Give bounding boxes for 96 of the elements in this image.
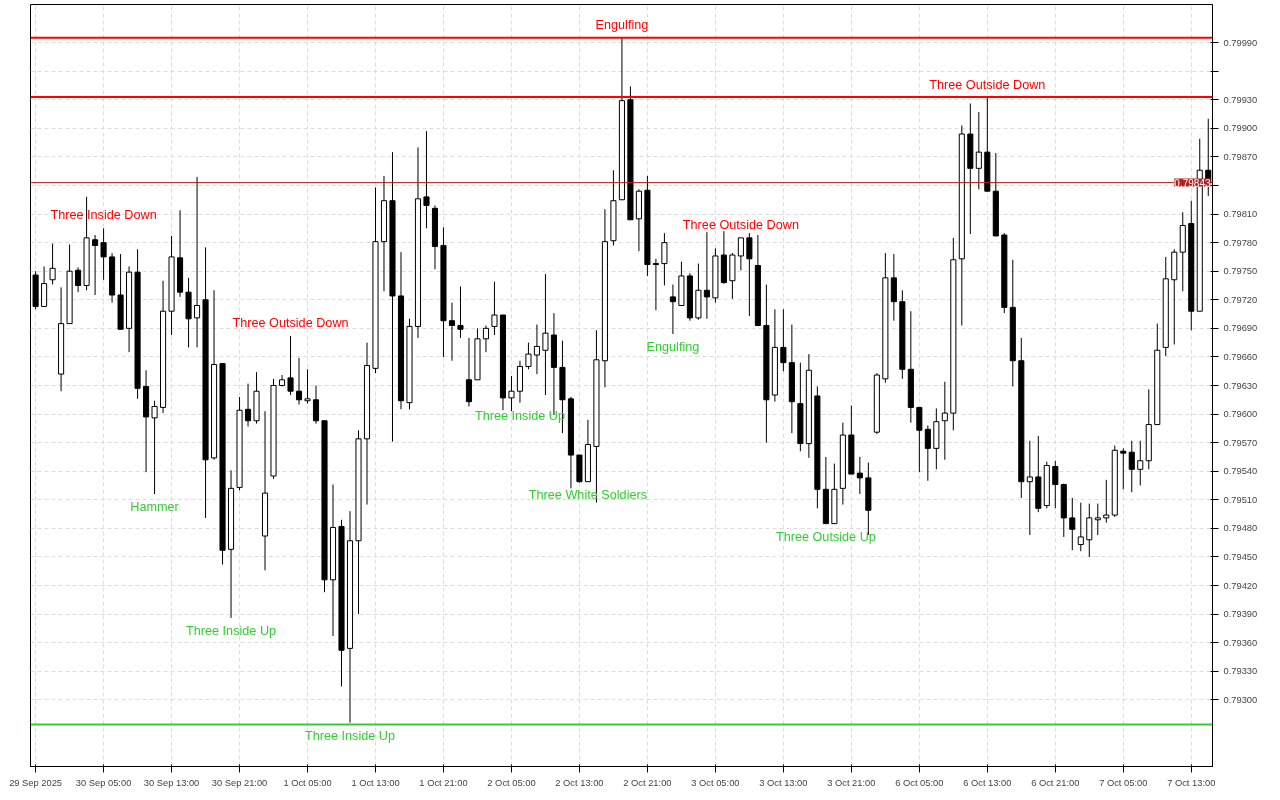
candlestick <box>669 284 676 335</box>
x-tick-label: 2 Oct 05:00 <box>487 777 536 788</box>
annotation: Three Outside Down <box>682 217 799 232</box>
candlestick <box>941 381 948 461</box>
candlestick <box>703 231 710 320</box>
y-tick-label: 0.79990 <box>1223 37 1258 48</box>
x-tick-label: 1 Oct 13:00 <box>351 777 400 788</box>
candlestick <box>916 406 923 473</box>
candlestick <box>1086 503 1093 558</box>
y-tick-label: 0.79720 <box>1223 294 1258 305</box>
y-tick-label: 0.79930 <box>1223 94 1258 105</box>
x-tick-label: 7 Oct 13:00 <box>1167 777 1216 788</box>
x-tick-label: 30 Sep 21:00 <box>211 777 268 788</box>
y-tick-label: 0.79630 <box>1223 380 1258 391</box>
annotation: Three Outside Down <box>232 315 349 330</box>
candlestick <box>448 302 456 362</box>
candlestick <box>1094 503 1101 536</box>
x-tick-label: 30 Sep 05:00 <box>75 777 132 788</box>
x-tick-label: 6 Oct 13:00 <box>963 777 1012 788</box>
candlestick <box>287 335 294 396</box>
candlestick <box>746 232 753 317</box>
candlestick <box>49 243 56 286</box>
x-tick-label: 29 Sep 2025 <box>9 777 63 788</box>
annotation: Engulfing <box>646 340 700 355</box>
x-tick-label: 6 Oct 05:00 <box>895 777 944 788</box>
candlestick <box>41 265 48 307</box>
candlestick <box>482 324 490 353</box>
candlestick <box>194 176 201 348</box>
candlestick <box>533 324 540 375</box>
candlestick <box>975 111 982 190</box>
annotation: Three Inside Down <box>50 208 157 223</box>
candlestick <box>1052 460 1059 509</box>
x-tick-label: 1 Oct 21:00 <box>419 777 468 788</box>
candlestick <box>304 368 311 405</box>
y-tick-label: 0.79660 <box>1223 351 1258 362</box>
candlestick <box>856 456 863 495</box>
candlestick <box>780 308 787 372</box>
ref-line-label: 0.79843 <box>1174 177 1211 189</box>
x-tick-label: 1 Oct 05:00 <box>283 777 332 788</box>
y-tick-label: 0.79510 <box>1223 494 1258 505</box>
x-tick-label: 3 Oct 13:00 <box>759 777 808 788</box>
annotation: Engulfing <box>595 17 649 32</box>
candlestick <box>924 425 931 482</box>
y-tick-label: 0.79360 <box>1223 637 1258 648</box>
candlestick <box>1128 440 1135 493</box>
candlestick <box>737 237 744 271</box>
candlestick <box>652 258 659 311</box>
candlestick <box>491 281 498 336</box>
candlestick <box>1120 447 1127 490</box>
y-tick-label: 0.79780 <box>1223 237 1258 248</box>
x-tick-label: 7 Oct 05:00 <box>1099 777 1148 788</box>
y-tick-label: 0.79540 <box>1223 466 1258 477</box>
candlestick <box>312 385 320 425</box>
candlestick <box>457 285 464 339</box>
candlestick <box>244 383 252 427</box>
candlestick <box>1026 440 1033 536</box>
candlestick <box>1103 479 1110 524</box>
annotation: Three Outside Up <box>775 529 876 544</box>
y-tick-label: 0.79390 <box>1223 609 1258 620</box>
x-tick-label: 30 Sep 13:00 <box>143 777 200 788</box>
annotation: Three Inside Up <box>186 623 277 638</box>
y-tick-label: 0.79810 <box>1223 209 1258 220</box>
candlestick <box>295 357 303 406</box>
candlestick <box>1137 440 1144 487</box>
candlestick <box>1069 497 1076 551</box>
annotation: Three Outside Down <box>929 77 1046 92</box>
x-tick-label: 6 Oct 21:00 <box>1031 777 1080 788</box>
y-tick-label: 0.79300 <box>1223 694 1258 705</box>
annotation: Three Inside Up <box>304 728 396 743</box>
candlestick <box>151 400 158 495</box>
x-tick-label: 3 Oct 21:00 <box>827 777 876 788</box>
candlestick <box>100 227 107 281</box>
y-tick-label: 0.79750 <box>1223 266 1258 277</box>
y-tick-label: 0.79690 <box>1223 323 1258 334</box>
y-tick-label: 0.79900 <box>1223 123 1258 134</box>
x-tick-label: 2 Oct 21:00 <box>623 777 672 788</box>
y-tick-label: 0.79450 <box>1223 551 1258 562</box>
y-tick-label: 0.79330 <box>1223 666 1258 677</box>
candlestick <box>890 253 897 322</box>
candlestick <box>508 375 515 412</box>
candlestick <box>542 273 549 396</box>
candlestick <box>465 337 473 407</box>
y-tick-label: 0.79570 <box>1223 437 1258 448</box>
y-tick-label: 0.79480 <box>1223 523 1258 534</box>
candlestick <box>75 266 82 293</box>
x-tick-label: 2 Oct 13:00 <box>555 777 604 788</box>
candlestick <box>1077 502 1084 552</box>
candlestick <box>423 130 430 229</box>
y-tick-label: 0.79600 <box>1223 409 1258 420</box>
candlestick <box>525 342 532 370</box>
candlestick <box>92 234 99 296</box>
annotation: Hammer <box>130 500 179 515</box>
candlestick <box>661 232 668 286</box>
x-tick-label: 3 Oct 05:00 <box>691 777 740 788</box>
y-tick-label: 0.79420 <box>1223 580 1258 591</box>
y-tick-label: 0.79870 <box>1223 151 1258 162</box>
